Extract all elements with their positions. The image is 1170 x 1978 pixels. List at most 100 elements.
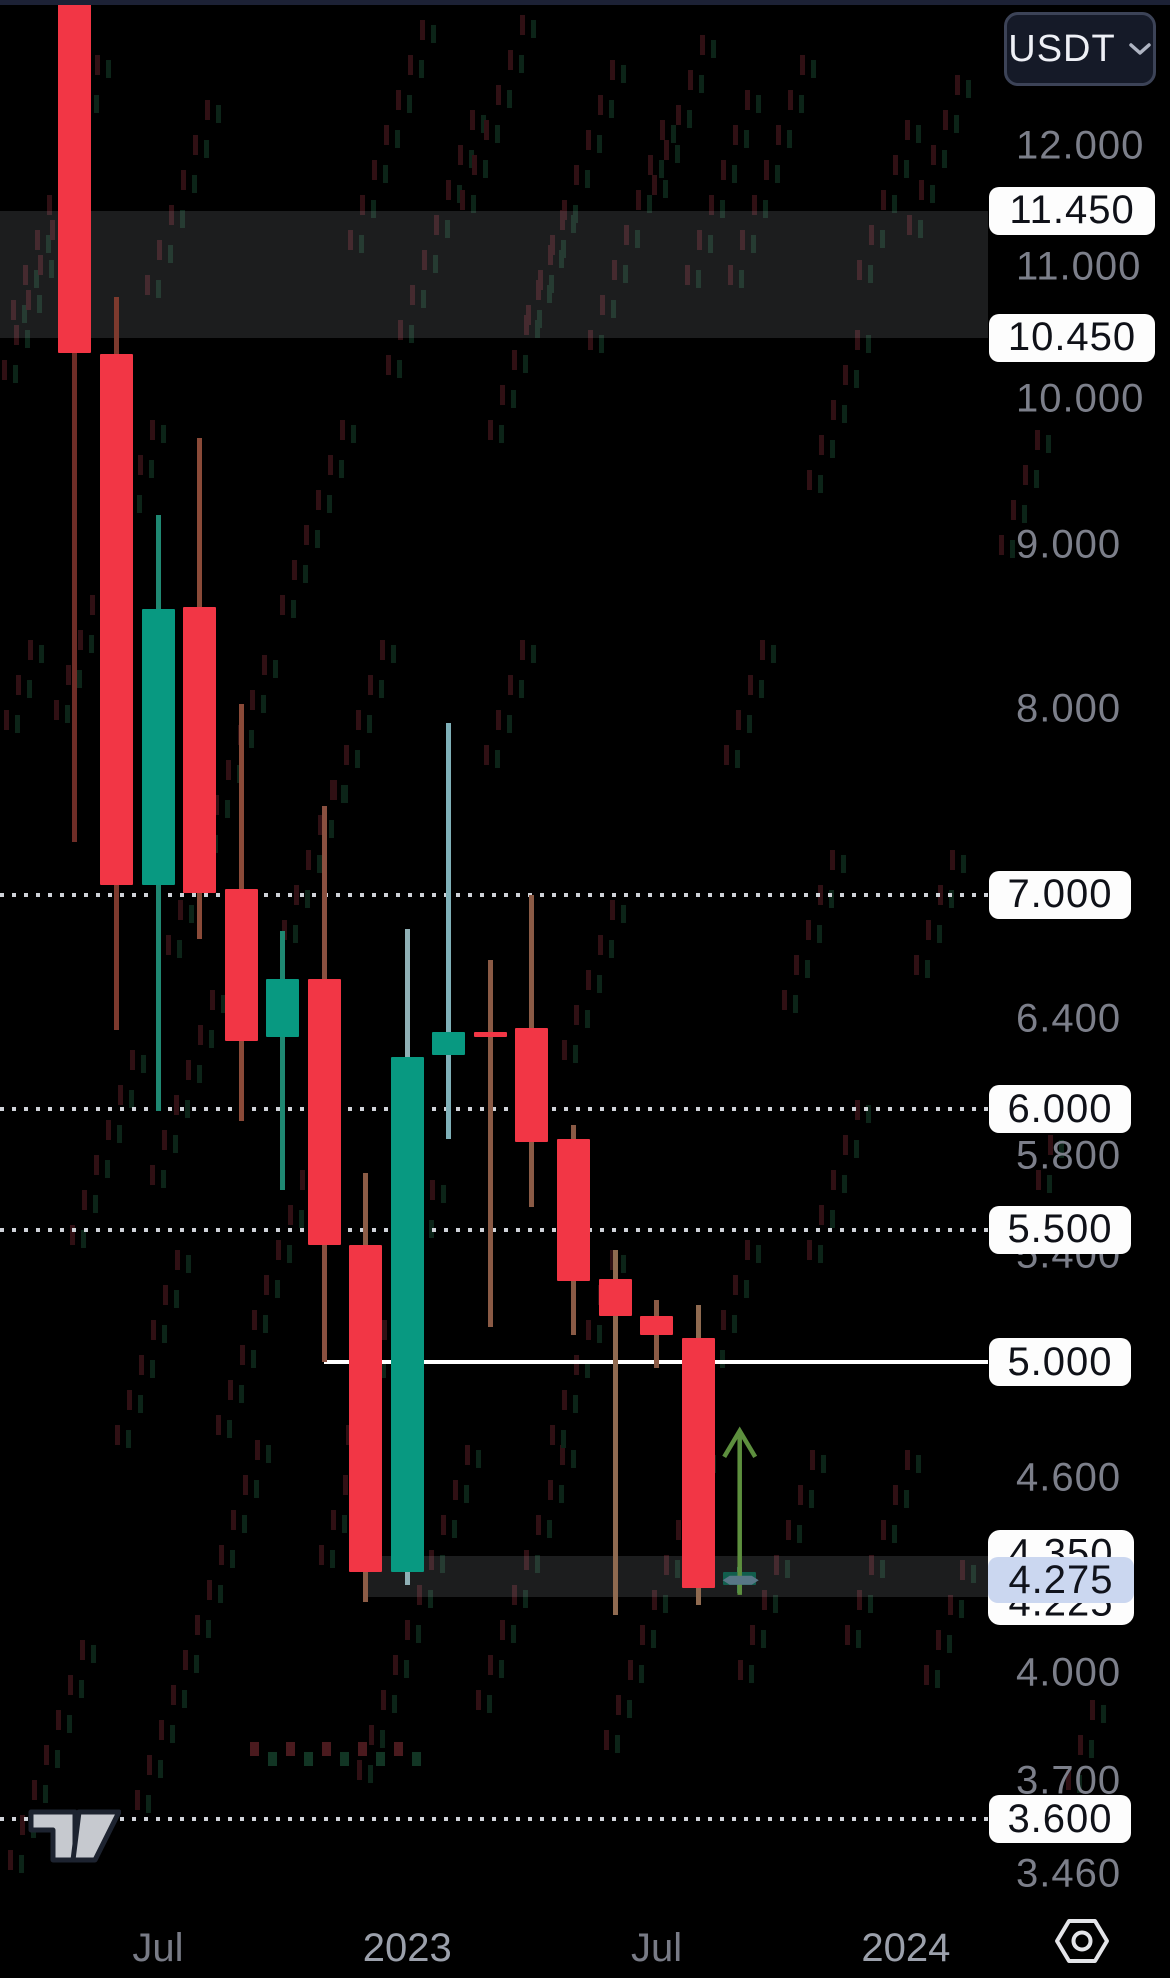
ghost-dash (562, 1390, 567, 1410)
ghost-dash (764, 160, 769, 180)
ghost-dash (819, 435, 824, 455)
ghost-dash (288, 1205, 293, 1225)
ghost-dash (821, 1455, 826, 1473)
ghost-dash (560, 1445, 565, 1465)
ghost-dash (206, 1620, 211, 1638)
ghost-dash (507, 715, 512, 733)
ghost-dash (163, 1285, 168, 1305)
candle-wick-2023-02 (446, 723, 452, 1140)
ghost-dash (856, 1630, 861, 1648)
ghost-dash (149, 460, 154, 478)
ghost-dash (433, 255, 438, 273)
candle-wick-2023-03 (487, 959, 493, 1327)
ghost-dash (412, 1752, 421, 1766)
ghost-dash (818, 1245, 823, 1263)
quote-currency-dropdown[interactable]: USDT (1004, 12, 1156, 86)
ghost-dash (1046, 435, 1051, 453)
ghost-dash (936, 1630, 941, 1650)
ghost-dash (43, 1785, 48, 1803)
ghost-dash (745, 90, 750, 110)
ghost-dash (830, 1210, 835, 1228)
ghost-dash (106, 1120, 111, 1140)
ghost-dash (81, 1230, 86, 1248)
ghost-dash (226, 760, 231, 780)
ghost-dash (763, 200, 768, 218)
ghost-dash (356, 710, 361, 730)
ghost-dash (216, 105, 221, 123)
ghost-dash (162, 1130, 167, 1150)
supply-zone (0, 210, 988, 338)
ghost-dash (671, 125, 676, 143)
ghost-dash (55, 1750, 60, 1768)
ghost-dash (559, 1485, 564, 1503)
ghost-dash (573, 1395, 578, 1413)
ghost-dash (496, 710, 501, 730)
ghost-dash (819, 1205, 824, 1225)
ghost-dash (392, 1695, 397, 1713)
ghost-dash (452, 1520, 457, 1538)
ghost-dash (351, 425, 356, 443)
ghost-dash (709, 195, 714, 215)
ghost-dash (664, 1555, 669, 1575)
ghost-dash (1047, 1175, 1052, 1193)
ghost-dash (688, 70, 693, 90)
ghost-dash (621, 1255, 626, 1273)
hide-drawings-eye-button[interactable] (1054, 1916, 1110, 1966)
ghost-dash (169, 205, 174, 225)
ghost-dash (599, 335, 604, 353)
ghost-dash (904, 1490, 909, 1508)
ghost-dash (227, 1420, 232, 1438)
ghost-dash (210, 990, 215, 1010)
ghost-dash (431, 25, 436, 43)
ghost-dash (732, 1315, 737, 1333)
ghost-dash (457, 185, 462, 203)
ghost-dash (27, 680, 32, 698)
ghost-dash (676, 1520, 681, 1540)
ghost-dash (250, 690, 255, 710)
ghost-dash (495, 750, 500, 768)
ghost-dash (368, 675, 373, 695)
ghost-dash (8, 1850, 13, 1870)
ghost-dash (175, 1250, 180, 1270)
ghost-dash (34, 270, 39, 288)
ghost-dash (520, 15, 525, 35)
hexagon-eye-icon (1055, 1919, 1109, 1963)
ghost-dash (948, 1595, 953, 1615)
ghost-dash (228, 1380, 233, 1400)
ghost-dash (458, 145, 463, 165)
ghost-dash (947, 1635, 952, 1653)
ghost-dash (785, 1560, 790, 1578)
ghost-dash (386, 355, 391, 375)
ghost-dash (549, 275, 554, 293)
ghost-dash (843, 1135, 848, 1155)
quote-currency-label: USDT (1008, 27, 1116, 70)
candle-2022-07 (141, 608, 175, 885)
ghost-dash (740, 230, 745, 250)
ghost-dash (818, 475, 823, 493)
ghost-dash (511, 390, 516, 408)
ghost-dash (263, 1315, 268, 1333)
ghost-dash (831, 400, 836, 420)
ghost-dash (744, 1280, 749, 1298)
ghost-dash (464, 1485, 469, 1503)
ghost-dash (327, 495, 332, 513)
ghost-dash (732, 165, 737, 183)
tradingview-logo (27, 1802, 121, 1866)
ghost-dash (89, 635, 94, 653)
ghost-dash (536, 280, 541, 300)
ghost-dash (739, 270, 744, 288)
ghost-dash (221, 995, 226, 1013)
ghost-dash (524, 315, 529, 335)
ghost-dash (145, 275, 150, 295)
ghost-dash (180, 210, 185, 228)
ghost-dash (23, 265, 28, 285)
ghost-dash (264, 1275, 269, 1295)
ghost-dash (949, 890, 954, 908)
ghost-dash (305, 890, 310, 908)
ghost-dash (869, 1555, 874, 1575)
ghost-dash (573, 1045, 578, 1063)
ghost-dash (273, 660, 278, 678)
ghost-dash (647, 195, 652, 213)
ghost-dash (519, 55, 524, 73)
